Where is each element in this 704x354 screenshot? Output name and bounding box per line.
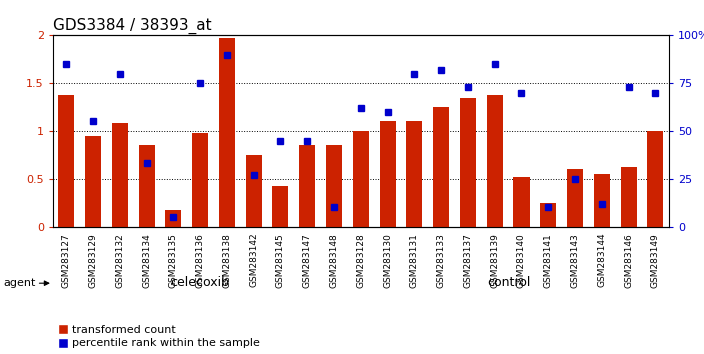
Bar xyxy=(326,145,342,227)
Bar xyxy=(299,145,315,227)
Bar xyxy=(353,131,369,227)
Bar xyxy=(513,177,529,227)
Bar xyxy=(648,131,663,227)
Legend: transformed count, percentile rank within the sample: transformed count, percentile rank withi… xyxy=(58,325,260,348)
Bar xyxy=(540,202,556,227)
Bar xyxy=(460,97,476,227)
Text: control: control xyxy=(487,276,531,289)
Bar xyxy=(567,169,583,227)
Bar xyxy=(192,133,208,227)
Bar xyxy=(112,123,128,227)
Bar xyxy=(58,95,74,227)
Bar xyxy=(139,145,155,227)
Bar xyxy=(219,38,235,227)
Text: agent: agent xyxy=(4,278,36,288)
Bar xyxy=(379,121,396,227)
Bar xyxy=(486,95,503,227)
Bar xyxy=(85,136,101,227)
Text: GDS3384 / 38393_at: GDS3384 / 38393_at xyxy=(53,18,211,34)
Bar xyxy=(593,174,610,227)
Text: celecoxib: celecoxib xyxy=(170,276,229,289)
Bar xyxy=(165,210,182,227)
Bar xyxy=(433,107,449,227)
Bar xyxy=(406,121,422,227)
Bar xyxy=(246,155,262,227)
Bar xyxy=(621,167,636,227)
Bar xyxy=(272,187,289,227)
